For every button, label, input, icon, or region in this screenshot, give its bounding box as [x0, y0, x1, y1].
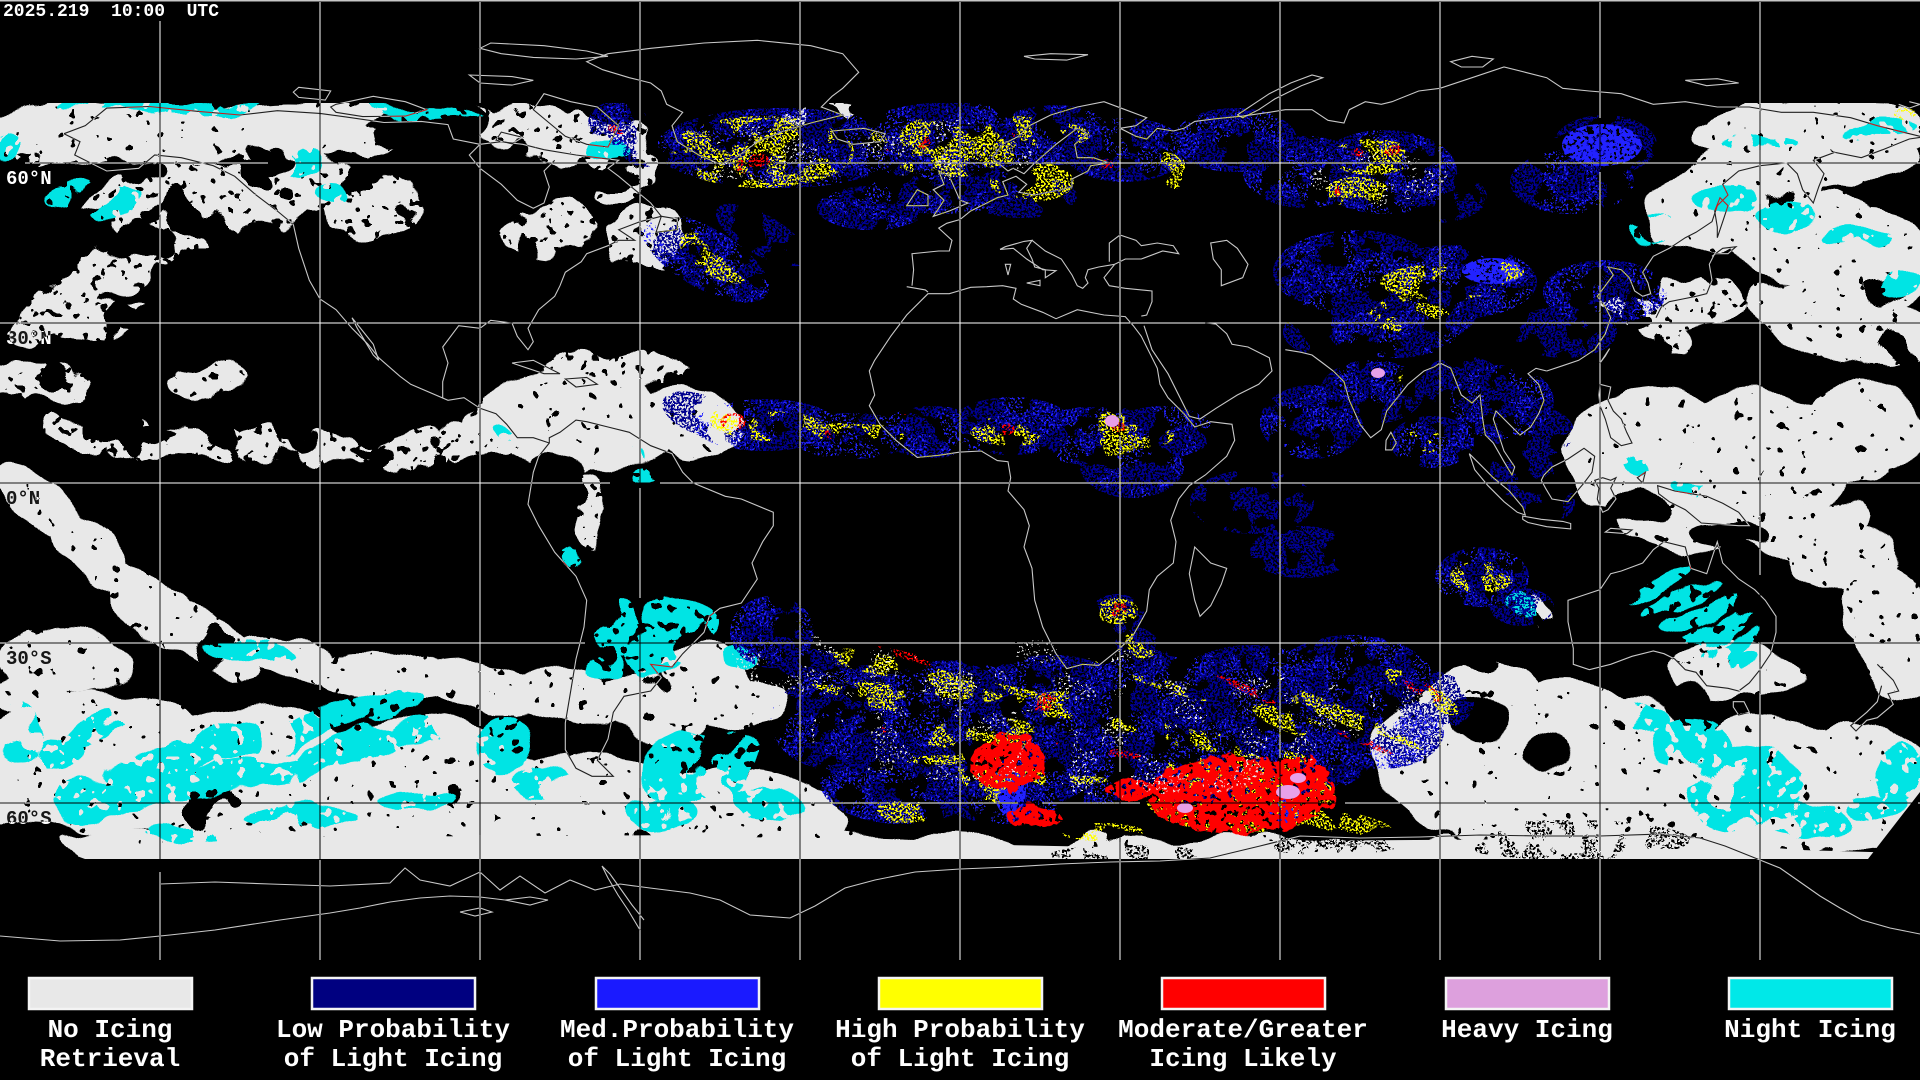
svg-text:High Probability: High Probability — [835, 1015, 1085, 1045]
svg-text:Med.Probability: Med.Probability — [560, 1015, 794, 1045]
svg-text:0°N: 0°N — [6, 488, 40, 510]
svg-text:Moderate/Greater: Moderate/Greater — [1118, 1015, 1368, 1045]
svg-text:of Light Icing: of Light Icing — [851, 1044, 1069, 1074]
svg-text:30°S: 30°S — [6, 648, 52, 670]
svg-text:Low Probability: Low Probability — [276, 1015, 510, 1045]
svg-text:60°N: 60°N — [6, 168, 52, 190]
svg-text:Retrieval: Retrieval — [40, 1044, 180, 1074]
svg-text:30°N: 30°N — [6, 328, 52, 350]
svg-text:of Light Icing: of Light Icing — [568, 1044, 786, 1074]
svg-text:Night Icing: Night Icing — [1724, 1015, 1896, 1045]
svg-text:of Light Icing: of Light Icing — [284, 1044, 502, 1074]
svg-text:Heavy Icing: Heavy Icing — [1441, 1015, 1613, 1045]
svg-text:2025.219 10:00 UTC: 2025.219 10:00 UTC — [3, 2, 219, 22]
svg-text:60°S: 60°S — [6, 808, 52, 830]
svg-text:Icing Likely: Icing Likely — [1149, 1044, 1337, 1074]
svg-text:No Icing: No Icing — [48, 1015, 173, 1045]
